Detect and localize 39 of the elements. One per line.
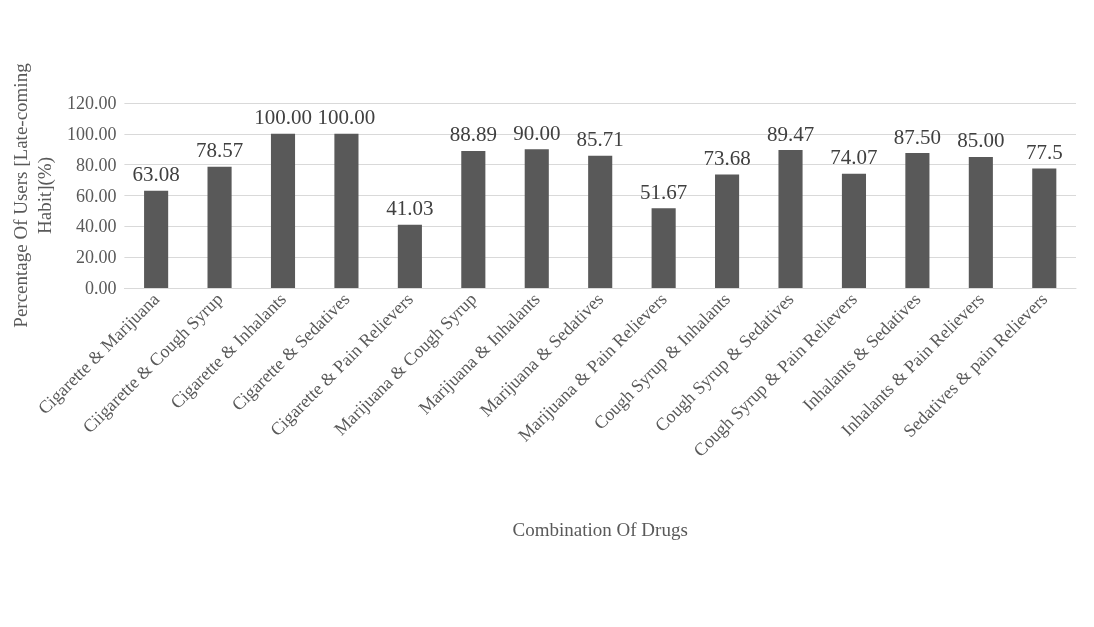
data-label: 73.68 [703, 145, 751, 170]
bar [334, 133, 359, 288]
data-label: 90.00 [513, 120, 561, 145]
data-label: 63.08 [132, 162, 180, 187]
data-label: 88.89 [449, 122, 497, 147]
data-label: 77.5 [1025, 140, 1063, 165]
bar [588, 155, 613, 288]
bar [905, 153, 930, 288]
data-label: 87.50 [893, 124, 942, 149]
bar [1032, 168, 1057, 288]
y-axis-title: Percentage Of Users [Late-coming Habit](%) [9, 62, 56, 328]
y-tick-label: 0.00 [84, 278, 117, 298]
data-label: 41.03 [386, 196, 434, 221]
y-tick-label: 80.00 [75, 154, 117, 175]
bar [207, 166, 232, 288]
bar [144, 190, 169, 288]
data-label: 51.67 [640, 179, 688, 204]
bar [778, 150, 803, 288]
bar [397, 224, 422, 288]
bar [461, 150, 486, 288]
data-label: 100.00 [317, 105, 376, 130]
data-label: 85.71 [576, 127, 624, 152]
y-tick-label: 120.00 [66, 93, 117, 113]
bar [651, 208, 676, 288]
data-label: 74.07 [830, 145, 878, 170]
data-label: 100.00 [254, 105, 312, 130]
data-label: 85.00 [957, 128, 1005, 153]
y-tick-label: 20.00 [75, 247, 117, 268]
bar [968, 156, 993, 288]
bar [524, 149, 549, 288]
x-axis-title: Combination Of Drugs [512, 519, 688, 540]
y-tick-label: 100.00 [66, 123, 117, 144]
bar [715, 174, 740, 288]
data-label: 78.57 [195, 138, 244, 163]
y-tick-label: 60.00 [75, 185, 117, 206]
bar [270, 133, 296, 288]
data-label: 89.47 [766, 121, 815, 146]
bar [841, 173, 867, 288]
y-tick-label: 40.00 [75, 216, 117, 237]
